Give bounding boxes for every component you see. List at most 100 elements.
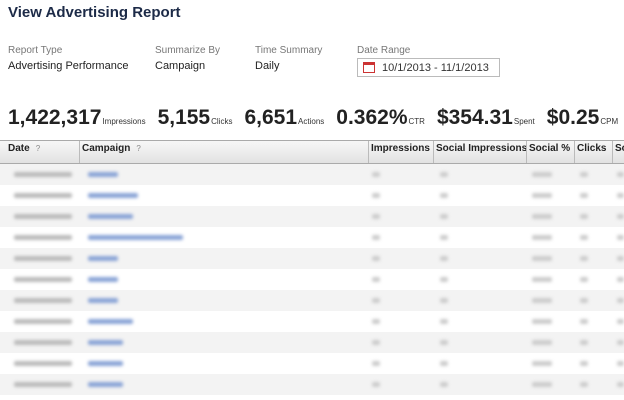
blurred-cell [532, 277, 552, 282]
stat-label: CTR [408, 117, 425, 126]
blurred-cell [372, 319, 380, 324]
blurred-cell [440, 214, 448, 219]
summary-stat: 5,155Clicks [158, 106, 233, 130]
stat-value: $0.25 [546, 106, 600, 129]
stat-label: CPM [600, 117, 619, 126]
blurred-cell [372, 361, 380, 366]
blurred-cell [580, 172, 588, 177]
help-icon[interactable]: ? [35, 144, 41, 153]
blurred-cell [580, 298, 588, 303]
blurred-cell [580, 319, 588, 324]
blurred-cell [440, 256, 448, 261]
column-header[interactable]: Social [612, 141, 624, 163]
blurred-campaign [88, 256, 118, 261]
blurred-cell [440, 193, 448, 198]
filter-label: Date Range [357, 45, 411, 56]
column-label: Campaign [82, 143, 131, 154]
summary-stat: $354.31Spent [437, 106, 535, 130]
blurred-campaign [88, 340, 123, 345]
blurred-cell [372, 277, 380, 282]
blurred-cell [440, 277, 448, 282]
blurred-cell [580, 340, 588, 345]
table-row [0, 206, 624, 227]
blurred-campaign [88, 235, 183, 240]
column-label: Clicks [577, 143, 607, 154]
blurred-cell [372, 214, 380, 219]
column-header[interactable]: Clicks [574, 141, 612, 163]
blurred-cell [440, 172, 448, 177]
blurred-campaign [88, 361, 123, 366]
blurred-cell [440, 340, 448, 345]
blurred-cell [532, 382, 552, 387]
blurred-cell [440, 319, 448, 324]
blurred-cell [532, 256, 552, 261]
blurred-date [14, 298, 72, 303]
blurred-cell [532, 235, 552, 240]
blurred-cell [617, 172, 624, 177]
table-row [0, 374, 624, 395]
blurred-cell [580, 193, 588, 198]
blurred-cell [580, 277, 588, 282]
filter-value: Campaign [155, 60, 206, 72]
date-range-picker[interactable]: 10/1/2013 - 11/1/2013 [357, 58, 500, 77]
blurred-cell [532, 361, 552, 366]
filter-label: Time Summary [255, 45, 323, 56]
blurred-cell [580, 235, 588, 240]
blurred-date [14, 256, 72, 261]
blurred-date [14, 193, 72, 198]
table-row [0, 290, 624, 311]
blurred-campaign [88, 172, 118, 177]
blurred-cell [372, 256, 380, 261]
blurred-cell [532, 214, 552, 219]
blurred-cell [532, 340, 552, 345]
column-header[interactable]: Campaign? [79, 141, 368, 163]
summary-stat: 0.362%CTR [336, 106, 425, 130]
column-header[interactable]: Date? [6, 141, 79, 163]
blurred-cell [580, 256, 588, 261]
blurred-cell [532, 298, 552, 303]
column-label: Social % [529, 143, 571, 154]
blurred-cell [372, 382, 380, 387]
blurred-cell [617, 361, 624, 366]
blurred-cell [617, 256, 624, 261]
blurred-cell [440, 382, 448, 387]
summary-stat: 6,651Actions [244, 106, 324, 130]
filter-label: Summarize By [155, 45, 221, 56]
table-row [0, 185, 624, 206]
blurred-cell [617, 214, 624, 219]
blurred-cell [617, 298, 624, 303]
blurred-cell [532, 193, 552, 198]
blurred-campaign [88, 277, 118, 282]
blurred-date [14, 235, 72, 240]
blurred-cell [372, 193, 380, 198]
date-range-value: 10/1/2013 - 11/1/2013 [382, 62, 489, 74]
column-header[interactable]: Social Impressions [433, 141, 527, 163]
blurred-cell [532, 319, 552, 324]
blurred-cell [580, 214, 588, 219]
column-header[interactable]: Impressions [368, 141, 433, 163]
blurred-date [14, 382, 72, 387]
stat-label: Clicks [211, 117, 233, 126]
filter-label: Report Type [8, 45, 63, 56]
summary-stat: 1,422,317Impressions [8, 106, 146, 130]
blurred-cell [617, 319, 624, 324]
blurred-cell [617, 235, 624, 240]
blurred-cell [372, 172, 380, 177]
blurred-date [14, 340, 72, 345]
table-row [0, 332, 624, 353]
calendar-icon[interactable] [363, 62, 375, 73]
table-row [0, 248, 624, 269]
column-header[interactable]: Social % [526, 141, 574, 163]
table-header: Date? Campaign? Impressions Social Impressi… [0, 140, 624, 164]
blurred-cell [372, 235, 380, 240]
column-label: Date [8, 143, 30, 154]
blurred-date [14, 277, 72, 282]
blurred-date [14, 172, 72, 177]
blurred-cell [617, 340, 624, 345]
help-icon[interactable]: ? [136, 144, 141, 153]
blurred-cell [440, 361, 448, 366]
blurred-campaign [88, 193, 138, 198]
blurred-cell [372, 340, 380, 345]
blurred-cell [580, 361, 588, 366]
